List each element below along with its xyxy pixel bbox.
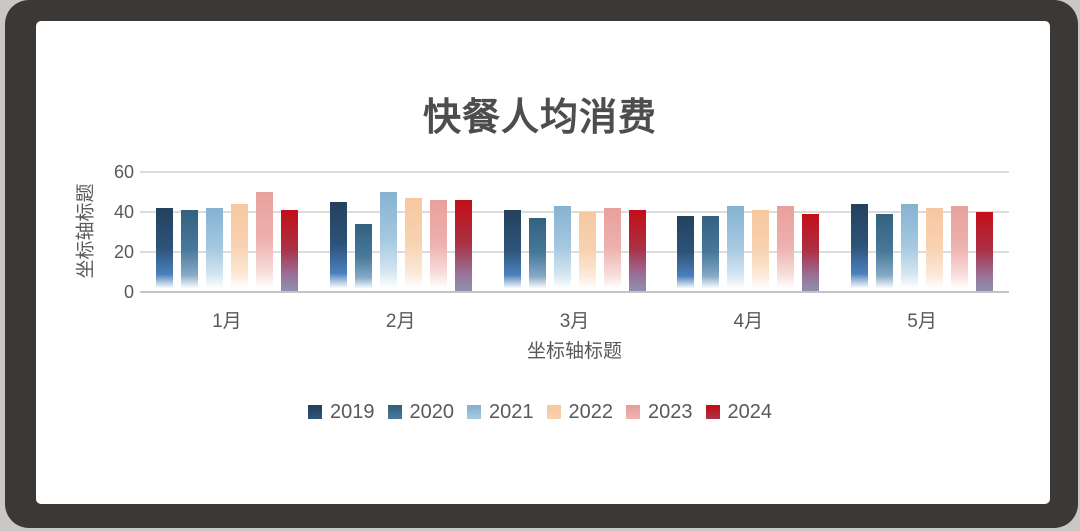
category-label: 2月	[385, 311, 416, 332]
bar-2021-4月	[727, 206, 744, 291]
gridline	[140, 171, 1009, 173]
bar-2020-2月	[355, 224, 372, 291]
x-axis-title: 坐标轴标题	[526, 341, 622, 362]
legend-label: 2020	[409, 401, 455, 423]
legend-label: 2024	[727, 401, 773, 423]
legend-swatch	[467, 405, 481, 419]
bar-2022-1月	[231, 204, 248, 291]
bar-2019-2月	[330, 202, 347, 291]
bar-2020-1月	[181, 210, 198, 291]
bar-2022-2月	[405, 198, 422, 291]
bar-2022-3月	[579, 212, 596, 291]
bar-2019-1月	[156, 208, 173, 291]
bar-2019-4月	[677, 216, 694, 291]
bar-2019-5月	[851, 204, 868, 291]
legend-swatch	[626, 405, 640, 419]
gridline	[140, 211, 1009, 213]
bar-2023-2月	[430, 200, 447, 291]
legend-item: 2024	[705, 401, 773, 423]
y-tick-label: 20	[113, 242, 134, 262]
bar-2023-5月	[951, 206, 968, 291]
bar-2024-5月	[976, 212, 993, 291]
legend: 2019 2020 2021 2022 2023 2024	[0, 401, 1080, 423]
y-axis-title: 坐标轴标题	[75, 183, 97, 279]
x-axis-line	[140, 291, 1009, 293]
category-label: 1月	[212, 311, 242, 332]
legend-swatch	[387, 405, 402, 419]
y-tick-label: 0	[123, 282, 134, 302]
legend-label: 2019	[330, 401, 375, 423]
bar-2020-5月	[876, 214, 893, 291]
y-tick-label: 60	[113, 162, 134, 182]
bar-2020-4月	[702, 216, 719, 291]
legend-item: 2022	[546, 401, 614, 423]
bar-2021-3月	[554, 206, 571, 291]
legend-item: 2023	[626, 401, 693, 423]
bar-2022-4月	[752, 210, 769, 291]
bar-2021-2月	[380, 192, 397, 291]
bar-2023-4月	[777, 206, 794, 291]
bar-2024-2月	[455, 200, 472, 291]
legend-swatch	[308, 405, 322, 419]
category-label: 4月	[733, 311, 764, 332]
bar-2023-1月	[256, 192, 273, 291]
bar-2024-1月	[281, 210, 298, 291]
legend-label: 2022	[568, 401, 614, 423]
legend-label: 2023	[648, 401, 693, 423]
gridline	[140, 251, 1009, 253]
bar-2021-1月	[206, 208, 223, 291]
bar-2024-4月	[802, 214, 819, 291]
legend-label: 2021	[489, 401, 534, 423]
y-tick-label: 40	[113, 202, 134, 222]
legend-swatch	[546, 405, 561, 419]
bar-2024-3月	[629, 210, 646, 291]
bar-2022-5月	[926, 208, 943, 291]
category-label: 3月	[559, 311, 590, 332]
legend-swatch	[705, 405, 720, 419]
bar-2019-3月	[504, 210, 521, 291]
legend-item: 2019	[308, 401, 375, 423]
legend-item: 2020	[387, 401, 455, 423]
chart-title: 快餐人均消费	[422, 97, 657, 139]
category-label: 5月	[907, 311, 937, 332]
bar-2020-3月	[529, 218, 546, 291]
bar-2021-5月	[901, 204, 918, 291]
bar-2023-3月	[604, 208, 621, 291]
legend-item: 2021	[467, 401, 534, 423]
